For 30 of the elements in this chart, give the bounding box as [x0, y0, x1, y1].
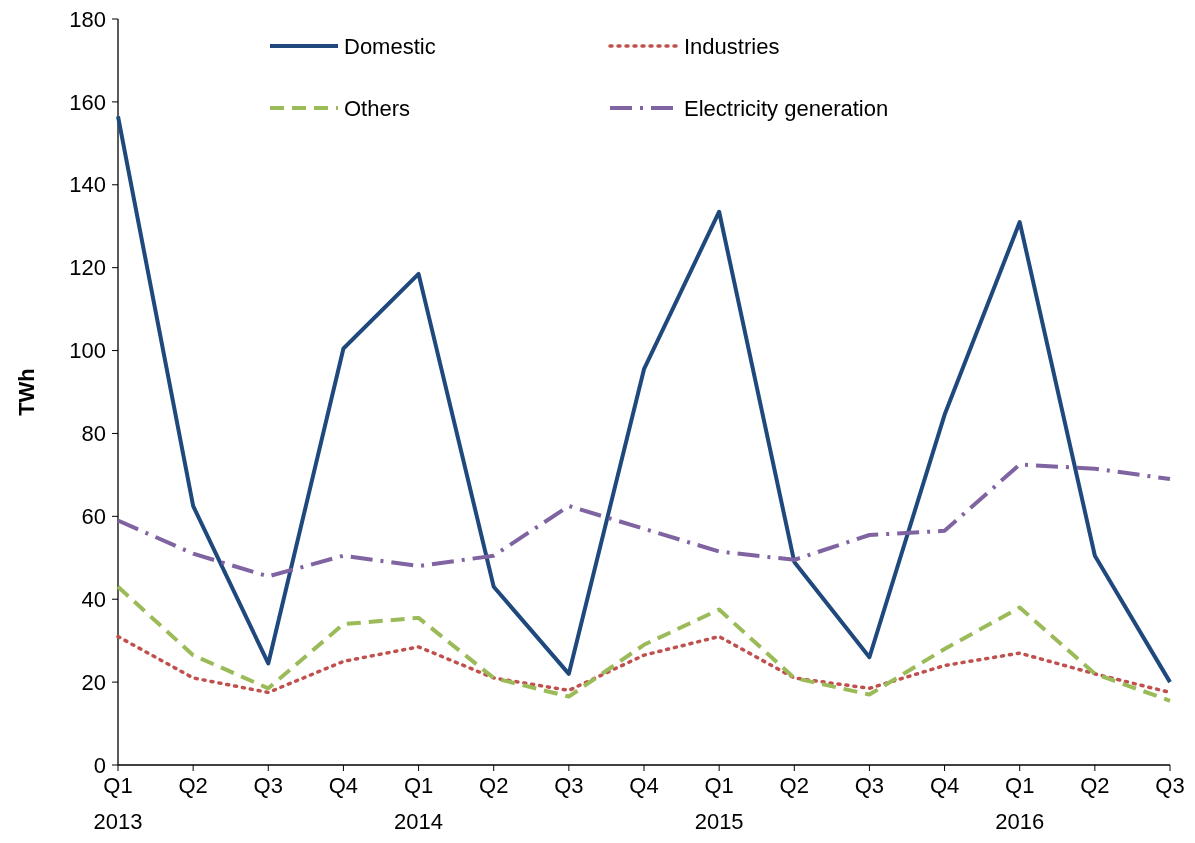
x-tick-label: Q1 2015 [694, 773, 744, 834]
x-tick-label: Q1 2016 [995, 773, 1045, 834]
y-tick-label: 20 [81, 669, 106, 695]
legend-label: Electricity generation [684, 95, 889, 121]
x-tick-label: Q1 2014 [394, 773, 444, 834]
x-tick-label: Q3 [1155, 773, 1185, 798]
x-tick-label: Q4 [929, 773, 960, 798]
legend-label: Industries [684, 33, 780, 59]
line-series [116, 584, 1172, 703]
y-axis-title: TWh [14, 368, 39, 416]
y-tick-label: 80 [81, 421, 106, 447]
y-tick-label: 60 [81, 504, 106, 530]
x-tick-label: Q3 [253, 773, 283, 798]
line-series [116, 462, 1172, 579]
x-tick-label: Q3 [554, 773, 584, 798]
y-tick-label: 160 [69, 89, 106, 115]
x-tick-label: Q4 [328, 773, 359, 798]
x-tick-label: Q4 [629, 773, 659, 798]
x-tick-label: Q3 [854, 773, 885, 798]
y-tick-label: 100 [69, 338, 106, 364]
x-tick-label: Q2 [779, 773, 809, 798]
legend-label: Others [344, 95, 411, 121]
y-tick-label: 140 [69, 172, 106, 198]
x-tick-label: Q2 [479, 773, 509, 798]
x-tick-label: Q2 [178, 773, 208, 798]
x-tick-label: Q2 [1080, 773, 1110, 798]
y-tick-label: 180 [69, 6, 106, 32]
y-tick-label: 40 [81, 586, 106, 612]
y-tick-label: 120 [69, 255, 106, 281]
legend-label: Domestic [344, 33, 436, 59]
